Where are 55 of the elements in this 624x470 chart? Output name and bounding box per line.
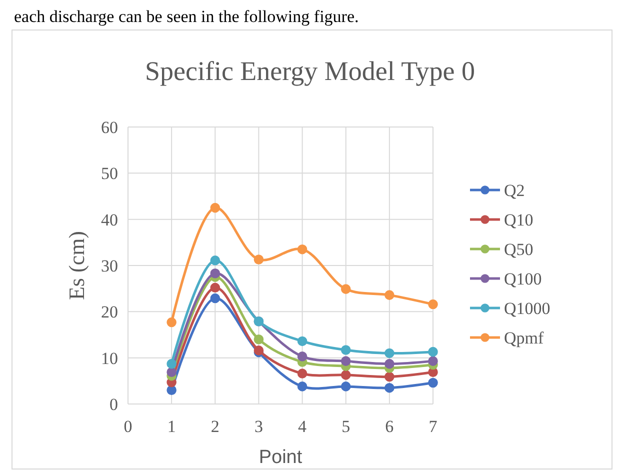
- point: [166, 317, 176, 328]
- point: [428, 346, 438, 357]
- point: [384, 348, 394, 358]
- point: [210, 202, 220, 213]
- point: [340, 284, 351, 294]
- point: [340, 370, 351, 380]
- x-axis-title: Point: [258, 447, 303, 468]
- x-tick-label: 6: [385, 417, 394, 436]
- x-tick-label: 0: [124, 417, 132, 436]
- point: [210, 256, 220, 266]
- point: [384, 372, 394, 382]
- legend-label: Qpmf: [504, 328, 544, 348]
- point: [340, 356, 351, 366]
- point: [210, 282, 220, 293]
- x-tick-label: 7: [428, 417, 438, 436]
- x-tick-label: 4: [298, 417, 308, 436]
- point: [254, 254, 264, 264]
- point: [428, 356, 438, 366]
- y-tick-label: 20: [101, 302, 118, 322]
- point: [297, 382, 308, 392]
- point: [166, 358, 176, 369]
- y-tick-label: 50: [101, 164, 118, 184]
- point: [166, 367, 176, 378]
- point: [254, 334, 264, 344]
- y-tick-label: 60: [101, 118, 118, 137]
- point: [340, 382, 351, 392]
- chart-title: Specific Energy Model Type 0: [144, 56, 476, 86]
- y-axis-title: Es (cm): [64, 230, 89, 300]
- point: [384, 382, 394, 393]
- point: [428, 378, 438, 388]
- y-tick-label: 40: [101, 210, 118, 230]
- text: each discharge can be seen in the following figure.: [14, 7, 359, 26]
- y-tick-label: 30: [101, 256, 118, 276]
- legend-label: Q10: [504, 210, 534, 230]
- legend-label: Q1000: [504, 299, 550, 318]
- point: [210, 268, 220, 278]
- x-tick-label: 5: [342, 417, 350, 436]
- x-tick-label: 3: [254, 417, 263, 436]
- point: [297, 368, 308, 378]
- point: [384, 358, 394, 369]
- point: [340, 345, 351, 355]
- x-tick-label: 1: [167, 417, 176, 436]
- x-tick-label: 2: [210, 417, 220, 436]
- y-tick-label: 10: [101, 348, 118, 368]
- legend-label: Q100: [504, 270, 542, 288]
- point: [297, 244, 308, 254]
- legend-label: Q2: [504, 181, 525, 200]
- point: [428, 299, 438, 310]
- legend-label: Q50: [504, 240, 534, 259]
- point: [384, 290, 394, 300]
- y-tick-label: 0: [110, 395, 118, 414]
- point: [297, 336, 308, 346]
- point: [166, 385, 176, 396]
- point: [297, 352, 308, 362]
- point: [210, 293, 220, 304]
